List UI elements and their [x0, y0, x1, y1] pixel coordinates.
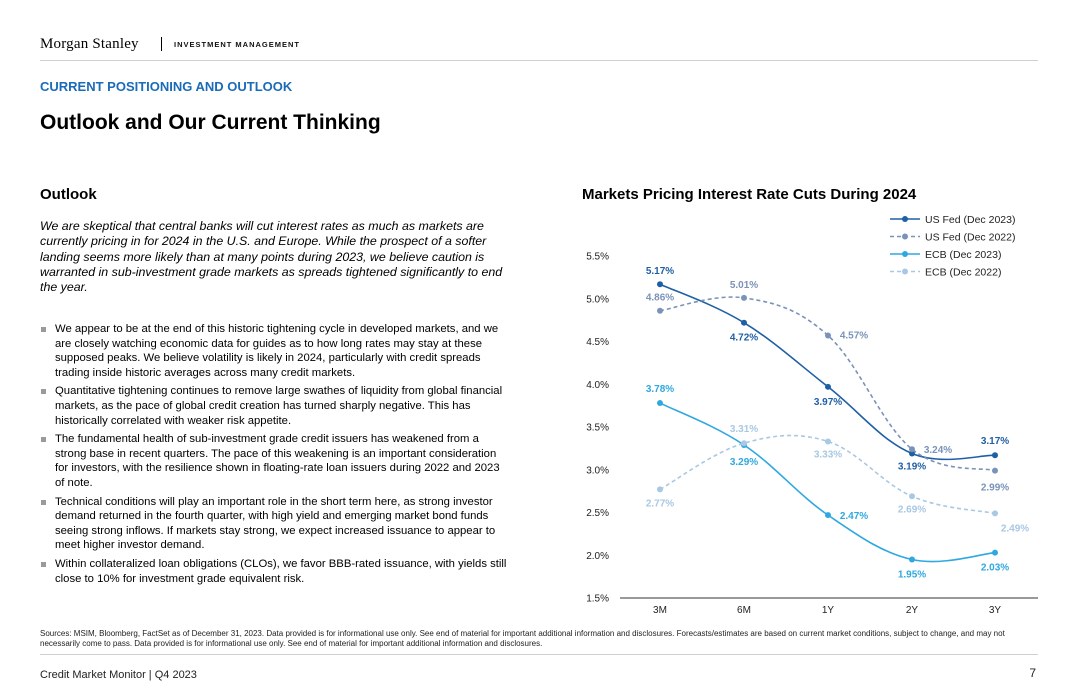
- y-tick-label: 4.0%: [586, 380, 609, 391]
- data-point: [741, 440, 747, 447]
- data-label: 1.95%: [898, 570, 926, 581]
- brand-logo: Morgan Stanley: [40, 36, 139, 52]
- bullet-item: We appear to be at the end of this histo…: [40, 322, 510, 380]
- y-tick-label: 2.5%: [586, 508, 609, 519]
- data-label: 3.17%: [981, 436, 1009, 447]
- y-tick-label: 3.5%: [586, 423, 609, 434]
- data-point: [657, 281, 663, 288]
- bullet-item: Technical conditions will play an import…: [40, 495, 510, 553]
- data-point: [909, 446, 915, 453]
- data-label: 2.49%: [1001, 523, 1029, 534]
- data-point: [657, 486, 663, 493]
- y-tick-label: 2.0%: [586, 551, 609, 562]
- data-label: 3.33%: [814, 450, 842, 461]
- data-point: [657, 307, 663, 314]
- x-tick-label: 3M: [653, 605, 667, 616]
- legend-swatch-marker: [902, 216, 908, 222]
- data-point: [992, 452, 998, 459]
- outlook-heading: Outlook: [40, 186, 97, 203]
- data-label: 3.97%: [814, 397, 842, 408]
- data-label: 2.69%: [898, 504, 926, 515]
- y-tick-label: 5.0%: [586, 294, 609, 305]
- data-point: [909, 556, 915, 563]
- rate-cuts-line-chart: 1.5% 2.0% 2.5% 3.0% 3.5% 4.0% 4.5% 5.0% 5.5% 3M 6M…: [586, 214, 1038, 616]
- legend-entry-label: ECB (Dec 2023): [925, 249, 1001, 261]
- data-label: 4.86%: [646, 293, 674, 304]
- page-header: Morgan Stanley INVESTMENT MANAGEMENT: [40, 36, 1038, 61]
- y-tick-label: 5.5%: [586, 252, 609, 263]
- legend-entry-label: US Fed (Dec 2023): [925, 214, 1015, 226]
- data-label: 3.78%: [646, 384, 674, 395]
- data-point: [825, 383, 831, 390]
- data-point: [909, 450, 915, 457]
- legend-swatch-marker: [902, 233, 908, 240]
- footer-divider: [40, 654, 1038, 655]
- sources-note: Sources: MSIM, Bloomberg, FactSet as of …: [40, 629, 1005, 648]
- legend-entry-label: ECB (Dec 2022): [925, 267, 1001, 279]
- data-point: [992, 510, 998, 517]
- data-label: 2.99%: [981, 483, 1009, 494]
- data-point: [909, 493, 915, 500]
- page-number: 7: [1029, 666, 1036, 680]
- data-label: 5.01%: [730, 280, 758, 291]
- data-point: [992, 549, 998, 556]
- outlook-bullet-list: We appear to be at the end of this histo…: [40, 322, 510, 590]
- data-point: [741, 294, 747, 301]
- series-ecb-dec-2023-line: [659, 402, 996, 563]
- data-point: [825, 512, 831, 519]
- bullet-item: Within collateralized loan obligations (…: [40, 557, 510, 586]
- data-label: 4.72%: [730, 333, 758, 344]
- data-label: 3.24%: [924, 445, 952, 456]
- data-point: [992, 467, 998, 474]
- data-point: [657, 400, 663, 407]
- series-us-fed-dec-2023-line: [659, 283, 996, 461]
- y-tick-label: 1.5%: [586, 594, 609, 605]
- legend-swatch-marker: [902, 268, 908, 275]
- data-label: 2.77%: [646, 498, 674, 509]
- bullet-item: Quantitative tightening continues to rem…: [40, 384, 510, 428]
- data-point: [741, 319, 747, 326]
- data-label: 5.17%: [646, 266, 674, 277]
- outlook-intro: We are skeptical that central banks will…: [40, 219, 503, 295]
- data-point: [825, 438, 831, 445]
- data-label: 3.19%: [898, 462, 926, 473]
- x-tick-label: 3Y: [989, 605, 1002, 616]
- x-tick-label: 6M: [737, 605, 751, 616]
- legend-swatch-marker: [902, 251, 908, 257]
- y-tick-label: 4.5%: [586, 337, 609, 348]
- data-label: 4.57%: [840, 331, 868, 342]
- data-label: 3.29%: [730, 457, 758, 468]
- data-label: 2.47%: [840, 511, 868, 522]
- series-us-fed-dec-2022-line: [659, 296, 996, 472]
- y-tick-label: 3.0%: [586, 465, 609, 476]
- legend-entry-label: US Fed (Dec 2022): [925, 232, 1015, 244]
- data-point: [825, 332, 831, 339]
- x-tick-label: 2Y: [906, 605, 919, 616]
- division-label: INVESTMENT MANAGEMENT: [174, 40, 300, 49]
- footer-publication: Credit Market Monitor | Q4 2023: [40, 669, 197, 681]
- logo-divider: [161, 37, 162, 51]
- x-tick-label: 1Y: [822, 605, 835, 616]
- data-label: 3.31%: [730, 424, 758, 435]
- series-ecb-dec-2022-line: [659, 434, 996, 515]
- page-title: Outlook and Our Current Thinking: [40, 111, 381, 134]
- data-label: 2.03%: [981, 563, 1009, 574]
- bullet-item: The fundamental health of sub-investment…: [40, 432, 510, 490]
- chart-title: Markets Pricing Interest Rate Cuts Durin…: [582, 186, 917, 203]
- section-label: CURRENT POSITIONING AND OUTLOOK: [40, 79, 293, 94]
